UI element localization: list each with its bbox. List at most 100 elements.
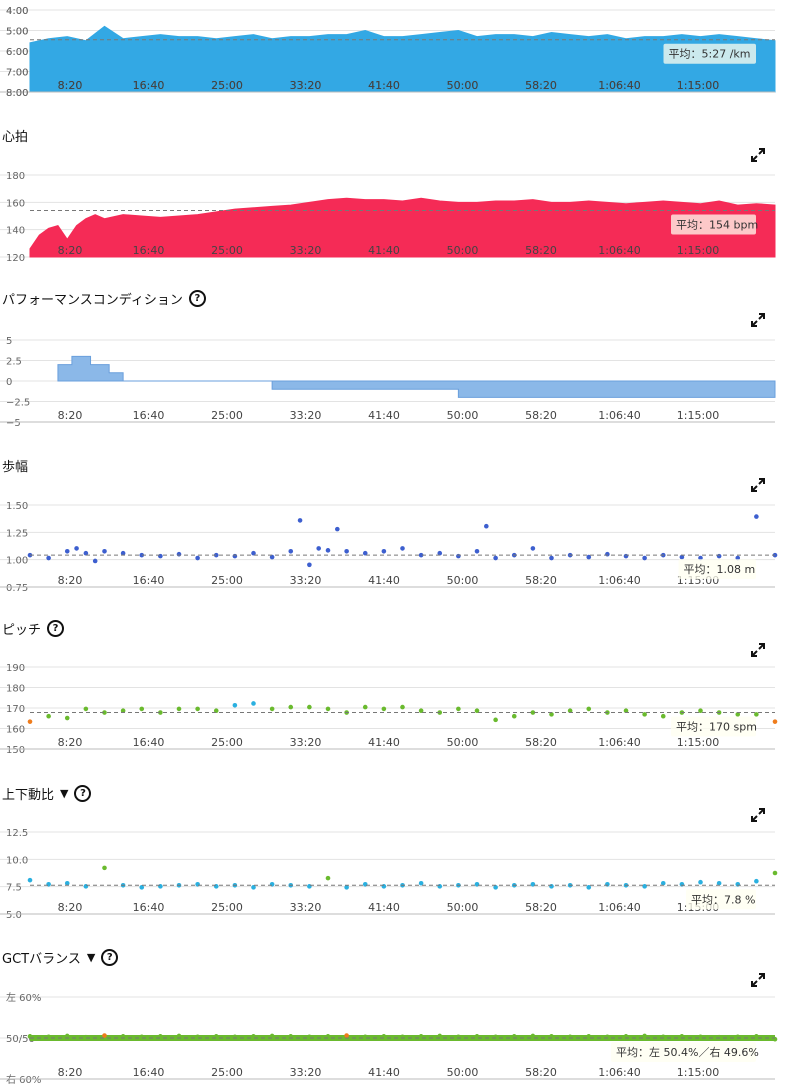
average-label: 平均：7.8 % <box>691 893 755 906</box>
expand-icon[interactable] <box>751 313 765 327</box>
average-badge <box>671 214 756 235</box>
vertical-ratio-point <box>698 879 703 885</box>
y-tick-label: 8:00 <box>6 88 28 99</box>
cadence-point <box>660 713 666 719</box>
gct-point <box>176 1033 182 1039</box>
stride-point <box>83 550 89 556</box>
y-tick-label: 1.00 <box>6 556 28 567</box>
x-tick-label: 50:00 <box>447 901 479 914</box>
cadence-point <box>642 712 647 717</box>
cadence-point <box>586 706 592 712</box>
vertical-ratio-point <box>362 881 368 887</box>
help-icon[interactable]: ? <box>47 620 65 637</box>
gct-point <box>64 1033 70 1039</box>
y-tick-label: 4:00 <box>6 6 28 17</box>
average-label: 平均：左 50.4%／右 49.6% <box>616 1045 759 1059</box>
average-label: 平均：154 bpm <box>676 219 758 232</box>
gct-point <box>83 1034 89 1040</box>
help-icon[interactable]: ? <box>101 949 119 966</box>
cadence-point <box>456 706 461 712</box>
stride-point <box>335 526 340 532</box>
x-tick-label: 8:20 <box>58 736 83 749</box>
heart-rate-title: 心拍 <box>2 126 28 145</box>
gct-point <box>102 1033 107 1038</box>
x-tick-label: 25:00 <box>211 574 243 587</box>
x-tick-label: 16:40 <box>133 1066 165 1079</box>
expand-icon[interactable] <box>751 643 765 657</box>
x-tick-label: 58:20 <box>525 574 557 587</box>
y-tick-label: 10.0 <box>6 855 28 866</box>
x-tick-label: 8:20 <box>58 574 83 587</box>
average-badge <box>611 1042 756 1062</box>
cadence-point <box>288 704 294 710</box>
cadence-point <box>381 706 387 712</box>
expand-icon[interactable] <box>751 478 765 492</box>
y-tick-label: 12.5 <box>6 828 28 839</box>
gct-point <box>716 1034 722 1040</box>
stride-point <box>297 518 303 523</box>
y-tick-label: 1.50 <box>6 501 28 512</box>
stride-point <box>605 551 610 557</box>
x-tick-label: 58:20 <box>525 1066 557 1079</box>
x-tick-label: 33:20 <box>290 901 322 914</box>
cadence-point <box>269 706 275 712</box>
cadence-point <box>530 710 536 715</box>
vertical-ratio-point <box>735 881 741 887</box>
x-tick-label: 41:40 <box>368 79 400 92</box>
x-tick-label: 33:20 <box>290 1066 322 1079</box>
x-tick-label: 16:40 <box>133 79 165 92</box>
vertical-ratio-point <box>716 880 722 886</box>
heart-rate-section: 心拍 180 160 140 120 8:20 16:40 25:00 33:20 41:40 5… <box>0 120 785 270</box>
x-tick-label: 58:20 <box>525 736 557 749</box>
stride-point <box>158 553 163 559</box>
x-tick-label: 50:00 <box>447 244 479 257</box>
expand-icon[interactable] <box>751 808 765 822</box>
help-icon[interactable]: ? <box>188 290 206 307</box>
y-tick-label: −5 <box>6 418 21 429</box>
average-badge <box>663 43 756 64</box>
x-tick-label: 8:20 <box>58 409 83 422</box>
x-tick-label: 50:00 <box>447 736 479 749</box>
cadence-point <box>102 710 107 715</box>
x-tick-label: 41:40 <box>368 736 400 749</box>
expand-icon[interactable] <box>751 973 765 987</box>
expand-icon[interactable] <box>751 148 765 162</box>
cadence-point <box>772 719 778 724</box>
stride-point <box>362 550 368 556</box>
x-tick-label: 1:06:40 <box>598 79 640 92</box>
dropdown-arrow-icon[interactable]: ▼ <box>86 951 96 964</box>
vertical-ratio-point <box>325 875 331 881</box>
y-tick-label: 150 <box>6 745 25 756</box>
gct-point <box>642 1033 647 1039</box>
cadence-point <box>195 706 200 712</box>
cadence-point <box>139 706 145 712</box>
vertical-ratio-point <box>642 884 647 889</box>
x-tick-label: 58:20 <box>525 79 557 92</box>
stride-point <box>456 553 461 559</box>
help-icon[interactable]: ? <box>74 785 92 802</box>
x-tick-label: 25:00 <box>211 244 243 257</box>
x-tick-label: 50:00 <box>447 409 479 422</box>
y-tick-label: 160 <box>6 725 25 736</box>
stride-point <box>269 554 275 560</box>
dropdown-arrow-icon[interactable]: ▼ <box>60 787 69 800</box>
cadence-point <box>567 708 573 714</box>
cadence-point <box>307 704 312 710</box>
x-tick-label: 1:15:00 <box>677 736 719 749</box>
x-tick-label: 8:20 <box>58 1066 83 1079</box>
stride-point <box>139 552 145 558</box>
stride-point <box>418 552 424 558</box>
stride-point <box>46 555 51 561</box>
vertical-ratio-point <box>586 885 592 890</box>
x-tick-label: 33:20 <box>290 244 322 257</box>
x-tick-label: 8:20 <box>58 901 83 914</box>
performance-condition-title: パフォーマンスコンディション? <box>2 289 206 308</box>
x-tick-label: 50:00 <box>447 79 479 92</box>
cadence-point <box>735 712 741 717</box>
gct-balance-title-text: GCTバランス <box>2 952 81 967</box>
stride-title-text: 歩幅 <box>2 460 29 475</box>
cadence-point <box>754 712 759 717</box>
x-tick-label: 58:20 <box>525 79 557 92</box>
stride-point <box>716 553 722 559</box>
average-label: 平均：170 spm <box>676 721 757 734</box>
